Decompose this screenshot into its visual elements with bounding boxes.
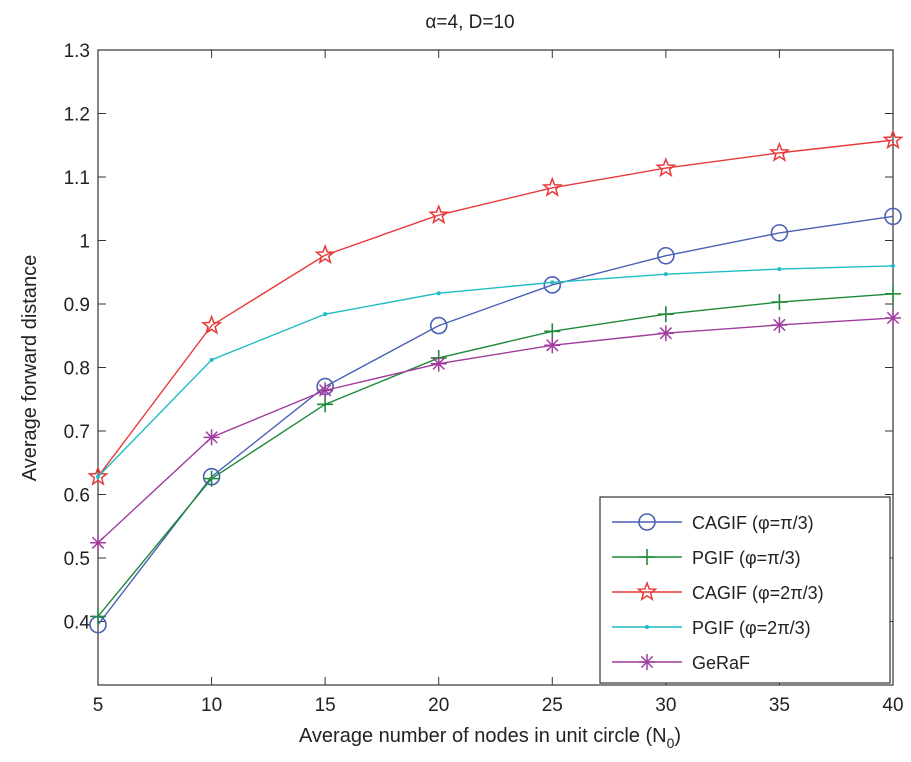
data-point [657,306,674,323]
data-point [314,243,336,265]
data-point [96,474,100,479]
data-point [771,316,788,333]
y-tick-label: 0.4 [64,613,91,634]
data-point [657,246,675,265]
legend-item: GeRaF [612,653,750,673]
y-tick-label: 0.8 [64,359,90,380]
legend-item: CAGIF (φ=2π/3) [612,580,824,603]
series-layer [87,129,904,634]
data-point [777,267,782,272]
x-tick-label: 20 [428,695,449,716]
data-point [428,203,450,225]
y-tick-label: 0.5 [64,549,90,570]
data-point [657,325,674,342]
data-point [882,129,904,150]
data-point [203,429,220,446]
legend-label: PGIF (φ=2π/3) [692,618,811,638]
legend-item: CAGIF (φ=π/3) [612,513,814,533]
y-axis: 0.4 0.5 0.6 0.7 0.8 0.9 1 1.1 1.2 1.3 [64,41,893,634]
data-point [544,323,561,340]
data-point [90,608,106,625]
y-tick-label: 0.6 [64,486,90,507]
data-point [317,396,334,413]
x-tick-label: 35 [769,695,790,716]
series-path [97,293,894,617]
data-point [645,625,649,629]
x-axis-label: Average number of nodes in unit circle (… [299,725,681,751]
legend-label: CAGIF (φ=2π/3) [692,583,824,603]
series-line-2 [90,285,901,625]
legend-box [599,496,891,684]
legend-label: PGIF (φ=π/3) [692,548,801,568]
y-tick-label: 0.7 [64,422,90,443]
x-tick-label: 15 [315,695,336,716]
series-line-4 [96,263,895,479]
x-axis-label-subscript: 0 [667,735,675,751]
series-line-3 [87,129,904,486]
data-point [200,314,223,335]
legend-label: GeRaF [692,653,750,673]
data-point [891,263,895,268]
chart-title: α=4, D=10 [425,12,514,33]
series-path [97,265,894,478]
data-point [436,291,441,296]
data-point [430,355,447,372]
series-path [97,139,894,478]
data-point [203,470,220,487]
x-axis-label-close: ) [674,725,681,747]
data-point [87,465,109,486]
data-point [639,549,655,565]
data-point [323,312,328,317]
data-point [636,580,658,602]
y-tick-label: 1 [79,232,90,253]
data-point [885,285,901,302]
x-tick-label: 10 [201,695,222,716]
legend-item: PGIF (φ=π/3) [612,548,801,568]
data-point [543,276,562,294]
data-point [663,272,668,277]
series-line-5 [90,309,901,551]
y-tick-label: 1.1 [64,168,90,189]
data-point [768,141,791,162]
data-point [655,156,677,178]
x-axis-label-main: Average number of nodes in unit circle (… [299,725,667,747]
x-tick-label: 40 [882,695,903,716]
data-point [550,280,555,285]
data-point [90,534,106,551]
data-point [638,513,656,531]
data-point [544,337,561,354]
data-point [541,176,563,197]
legend-item: PGIF (φ=2π/3) [612,618,811,638]
data-point [639,654,655,670]
legend-label: CAGIF (φ=π/3) [692,513,814,533]
data-point [429,316,448,335]
y-tick-label: 0.9 [64,295,90,316]
y-tick-label: 1.2 [64,105,90,126]
y-axis-label: Average forward distance [19,255,41,481]
series-path [97,215,894,626]
data-point [770,224,789,242]
data-point [317,382,334,399]
data-point [885,309,901,326]
x-tick-label: 30 [655,695,676,716]
x-tick-label: 25 [542,695,563,716]
legend: CAGIF (φ=π/3) PGIF (φ=π/3) CAGIF (φ=2π/3) P… [599,496,891,684]
data-point [771,294,788,311]
y-tick-label: 1.3 [64,41,90,62]
x-axis: 5 10 15 20 25 30 35 40 [93,50,904,716]
data-point [209,357,214,362]
series-path [97,317,894,544]
x-tick-label: 5 [93,695,104,716]
data-point [884,207,902,226]
